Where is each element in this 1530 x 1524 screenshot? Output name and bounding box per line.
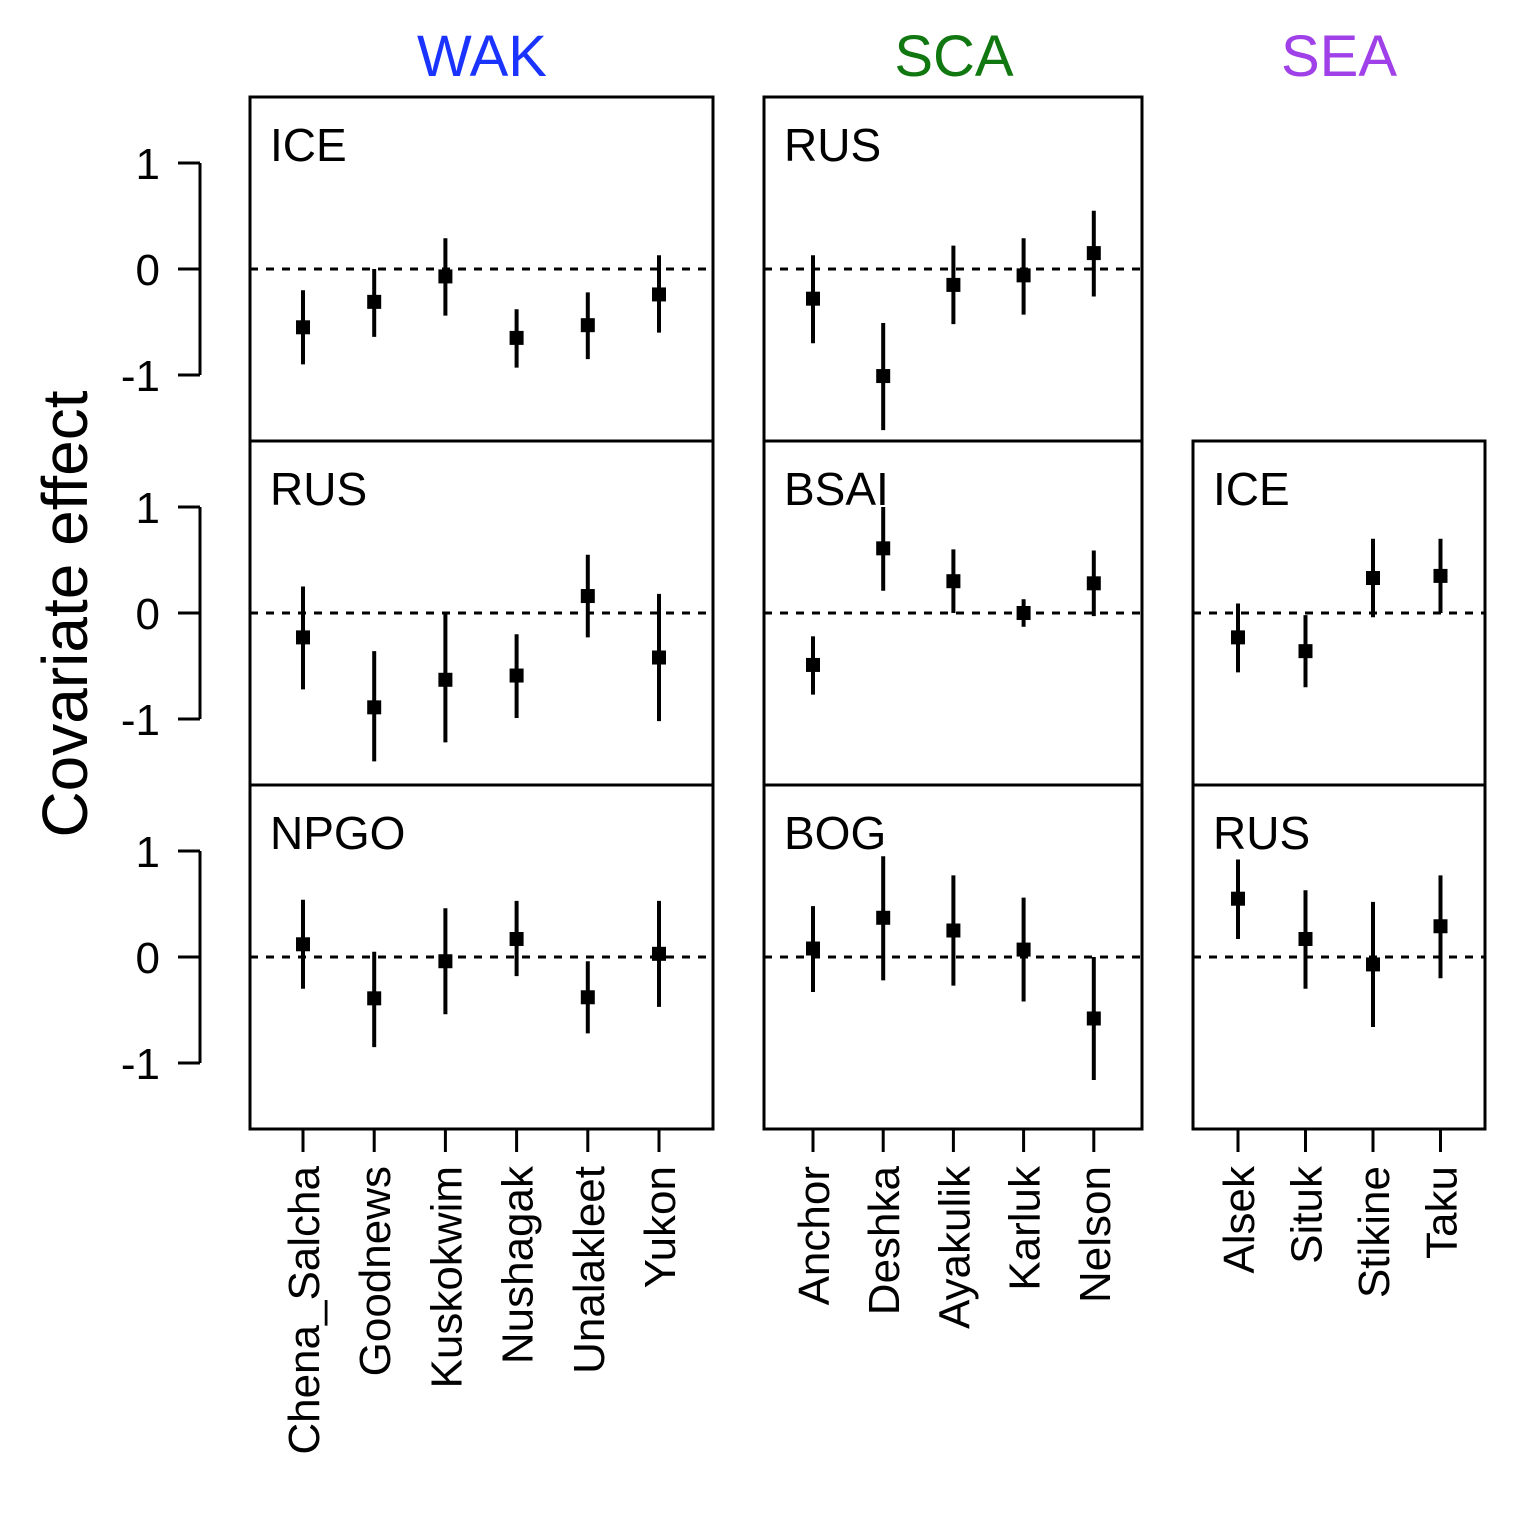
mean-point xyxy=(876,541,891,556)
panel-sca-bog: BOG xyxy=(762,783,1144,1131)
y-tick-label: -1 xyxy=(121,352,160,401)
mean-point xyxy=(1016,606,1031,620)
panel-label: RUS xyxy=(1213,807,1310,859)
x-tick-label: Chena_Salcha xyxy=(280,1165,329,1454)
mean-point xyxy=(296,320,310,335)
mean-point xyxy=(580,990,595,1005)
y-tick-label: 1 xyxy=(136,484,160,533)
x-tick-label: Yukon xyxy=(636,1166,685,1288)
y-tick-label: 1 xyxy=(136,140,160,189)
y-tick-labels: 1 0 -1 1 0 -1 1 0 -1 xyxy=(121,140,160,1089)
mean-point xyxy=(876,910,891,925)
mean-point xyxy=(652,946,666,961)
mean-point xyxy=(509,931,524,946)
panels: ICE RUS NPGO RUS BSAI BOG ICE RUS Chena_Salcha Go… xyxy=(248,95,1487,1455)
x-axis-sca: Anchor Deshka Ayakulik Karluk Nelson xyxy=(790,1129,1120,1329)
y-tick-label: 0 xyxy=(136,590,160,639)
mean-point xyxy=(806,941,820,956)
mean-point xyxy=(367,991,382,1006)
mean-point xyxy=(1298,644,1313,659)
mean-point xyxy=(1366,571,1380,586)
y-tick-label: 0 xyxy=(136,934,160,983)
mean-point xyxy=(509,330,524,345)
x-tick-label: Alsek xyxy=(1215,1165,1264,1274)
panel-label: RUS xyxy=(784,119,881,171)
mean-point xyxy=(1086,246,1101,261)
x-tick-label: Taku xyxy=(1418,1166,1467,1259)
mean-point xyxy=(438,269,453,284)
mean-point xyxy=(1231,891,1245,906)
panel-sca-rus: RUS xyxy=(762,95,1144,443)
mean-point xyxy=(1016,268,1031,283)
x-tick-label: Nushagak xyxy=(494,1165,543,1364)
mean-point xyxy=(509,668,524,683)
mean-point xyxy=(946,574,961,589)
x-tick-label: Nelson xyxy=(1071,1166,1120,1303)
x-tick-label: Stikine xyxy=(1350,1166,1399,1298)
x-tick-label: Anchor xyxy=(790,1166,839,1305)
x-tick-label: Goodnews xyxy=(351,1166,400,1376)
mean-point xyxy=(1016,942,1031,957)
mean-point xyxy=(946,923,961,938)
panel-label: RUS xyxy=(270,463,367,515)
mean-point xyxy=(438,672,453,687)
mean-point xyxy=(876,369,891,384)
mean-point xyxy=(580,318,595,333)
x-tick-label: Ayakulik xyxy=(930,1165,979,1329)
panel-wak-npgo: NPGO xyxy=(248,783,715,1131)
mean-point xyxy=(1366,957,1380,972)
panel-label: ICE xyxy=(1213,463,1290,515)
panel-label: BOG xyxy=(784,807,886,859)
mean-point xyxy=(806,657,820,672)
mean-point xyxy=(296,937,310,952)
mean-point xyxy=(1086,1011,1101,1026)
x-tick-label: Kuskokwim xyxy=(422,1166,471,1389)
mean-point xyxy=(1433,568,1448,583)
mean-point xyxy=(1298,931,1313,946)
mean-point xyxy=(652,287,666,302)
y-tick-label: -1 xyxy=(121,1040,160,1089)
x-axis-sea: Alsek Situk Stikine Taku xyxy=(1215,1129,1467,1298)
mean-point xyxy=(580,589,595,604)
mean-point xyxy=(296,630,310,645)
mean-point xyxy=(806,291,820,306)
panel-sea-rus: RUS xyxy=(1191,783,1487,1131)
x-tick-label: Unalakleet xyxy=(565,1166,614,1374)
mean-point xyxy=(367,294,382,309)
x-axis-wak: Chena_Salcha Goodnews Kuskokwim Nushagak Una… xyxy=(280,1129,685,1455)
x-tick-label: Situk xyxy=(1283,1165,1332,1264)
group-title-wak: WAK xyxy=(417,24,547,89)
mean-point xyxy=(438,954,453,969)
mean-point xyxy=(1433,919,1448,934)
mean-point xyxy=(652,650,666,665)
panel-sca-bsai: BSAI xyxy=(762,439,1144,787)
y-axis xyxy=(178,161,202,1065)
y-tick-label: -1 xyxy=(121,696,160,745)
x-tick-label: Deshka xyxy=(860,1165,909,1315)
mean-point xyxy=(1231,630,1245,645)
y-tick-label: 1 xyxy=(136,828,160,877)
panel-sea-ice: ICE xyxy=(1191,439,1487,787)
group-title-sea: SEA xyxy=(1281,24,1397,89)
panel-label: BSAI xyxy=(784,463,889,515)
panel-wak-ice: ICE xyxy=(248,95,715,443)
mean-point xyxy=(367,700,382,715)
group-title-sca: SCA xyxy=(894,24,1014,89)
mean-point xyxy=(1086,576,1101,591)
y-axis-title: Covariate effect xyxy=(29,390,101,837)
panel-label: NPGO xyxy=(270,807,405,859)
y-tick-label: 0 xyxy=(136,246,160,295)
panel-wak-rus: RUS xyxy=(248,439,715,787)
mean-point xyxy=(946,277,961,292)
panel-label: ICE xyxy=(270,119,347,171)
x-tick-label: Karluk xyxy=(1001,1165,1050,1291)
